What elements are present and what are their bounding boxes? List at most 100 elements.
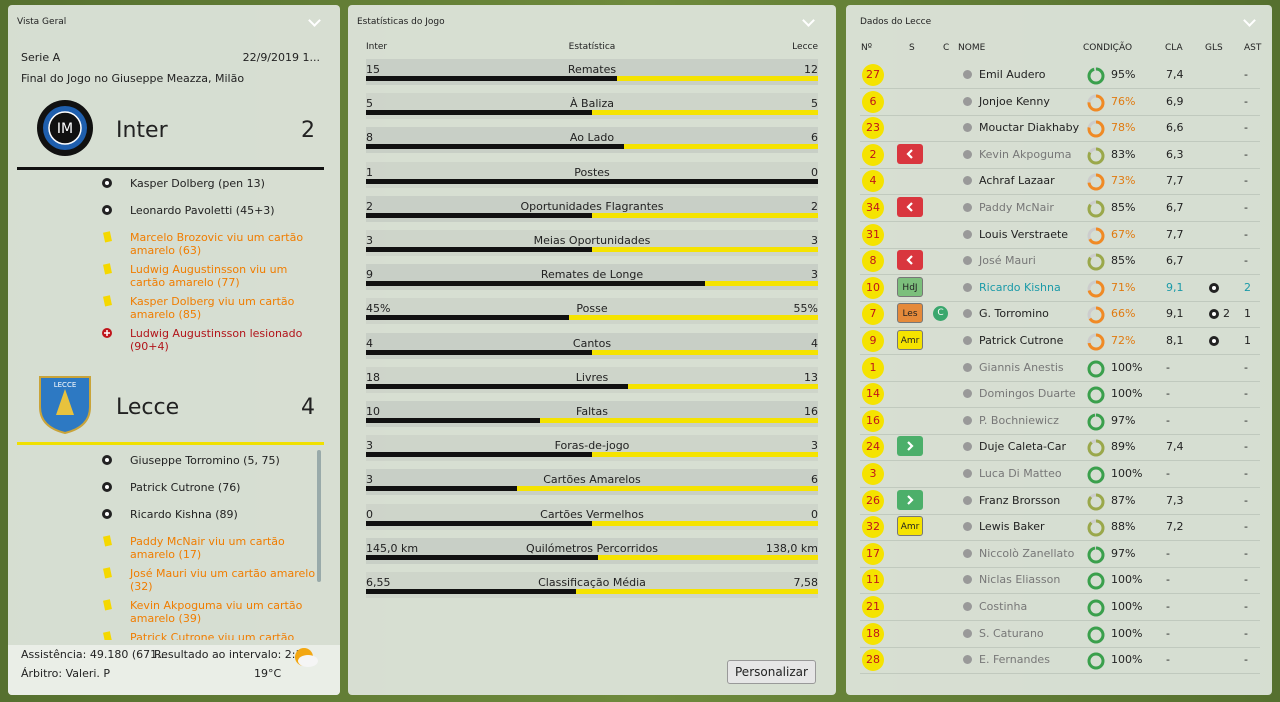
- player-name: Franz Brorsson: [979, 493, 1061, 507]
- weather-icon: [295, 648, 318, 667]
- player-name: Niccolò Zanellato: [979, 546, 1075, 560]
- assists: -: [1244, 520, 1248, 534]
- stat-bar-home: [366, 76, 618, 81]
- event-icon: [101, 567, 113, 583]
- row-line: [860, 300, 1260, 302]
- temperature: 19°C: [254, 667, 282, 680]
- row-line: [860, 460, 1260, 462]
- condition-ring: [1086, 172, 1106, 195]
- event: Giuseppe Torromino (5, 75): [8, 454, 318, 467]
- column-header: S: [909, 43, 915, 53]
- info-icon: [963, 149, 972, 159]
- away-score: 4: [301, 395, 315, 420]
- event-text: Ricardo Kishna (89): [130, 508, 238, 521]
- condition: 88%: [1111, 520, 1136, 534]
- stat-bar-away: [516, 486, 818, 492]
- condition: 83%: [1111, 147, 1136, 161]
- condition-ring: [1086, 385, 1106, 408]
- event-icon: [101, 599, 113, 615]
- stat-label: Quilómetros Percorridos: [526, 541, 658, 555]
- info-icon: [963, 123, 972, 133]
- condition-ring: [1086, 598, 1106, 621]
- condition-ring: [1086, 226, 1106, 249]
- subbed-off: [897, 143, 923, 164]
- attendance: Assistência: 49.180 (671...: [21, 648, 168, 661]
- stat-home: 9: [366, 268, 373, 282]
- collapse-icon[interactable]: [1243, 14, 1256, 27]
- event-text: Giuseppe Torromino (5, 75): [130, 454, 280, 467]
- away-line: [17, 442, 324, 445]
- event-text: Marcelo Brozovic viu um cartão amarelo (…: [130, 231, 304, 257]
- home-events: Kasper Dolberg (pen 13) Leonardo Pavolett…: [8, 177, 318, 359]
- info-icon: [963, 575, 972, 585]
- condition-ring: [1086, 545, 1106, 568]
- info-icon: [963, 309, 972, 319]
- event-icon: [101, 481, 113, 496]
- stat-home: 3: [366, 234, 373, 247]
- stat-home: 8: [366, 131, 373, 145]
- player-name: Emil Audero: [979, 68, 1046, 81]
- rating: -: [1166, 626, 1170, 640]
- goal-icon: [1208, 308, 1220, 323]
- event: Patrick Cutrone viu um cartão amarelo: [8, 631, 318, 640]
- assists: -: [1244, 387, 1248, 401]
- rating: 6,7: [1166, 201, 1184, 214]
- event-text: Ludwig Augustinsson viu um cartão amarel…: [130, 263, 288, 289]
- squad-number: 28: [862, 649, 884, 672]
- stat-bar-away: [592, 520, 818, 526]
- stat-home: 18: [366, 370, 380, 384]
- rating: -: [1166, 413, 1170, 427]
- squad-number: 14: [862, 383, 884, 406]
- condition: 100%: [1111, 626, 1143, 640]
- assists: -: [1244, 227, 1248, 241]
- stat-bar-home: [366, 554, 598, 560]
- rating: 9,1: [1166, 307, 1184, 321]
- player-name: Niclas Eliasson: [979, 573, 1061, 587]
- condition: 100%: [1111, 653, 1143, 667]
- stat-away: 13: [804, 370, 818, 384]
- column-header: Nº: [861, 43, 872, 53]
- customize-button[interactable]: Personalizar: [727, 660, 816, 684]
- info-icon: [963, 628, 972, 638]
- event: Marcelo Brozovic viu um cartão amarelo (…: [8, 231, 318, 257]
- row-line: [860, 247, 1260, 249]
- squad-number: 3: [862, 463, 884, 485]
- stat-away: 5: [811, 97, 818, 111]
- stat-bar-home: [366, 418, 540, 423]
- stat-bar-away: [617, 76, 818, 81]
- stat-label: Cantos: [572, 336, 612, 350]
- event-text: Kasper Dolberg viu um cartão amarelo (85…: [130, 295, 295, 321]
- away-events-scroll[interactable]: Giuseppe Torromino (5, 75) Patrick Cutron…: [8, 454, 328, 640]
- panel-title: Vista Geral: [17, 17, 67, 27]
- info-icon: [963, 176, 972, 186]
- scrollbar[interactable]: [317, 450, 321, 582]
- info-icon: [963, 203, 972, 212]
- assists: -: [1244, 573, 1248, 587]
- squad-number: 18: [862, 622, 884, 645]
- assists: 1: [1244, 307, 1251, 321]
- rating: 6,7: [1166, 254, 1184, 268]
- info-icon: [963, 256, 972, 266]
- stat-away: 4: [811, 336, 818, 350]
- collapse-icon[interactable]: [802, 14, 815, 27]
- stat-home: 10: [366, 405, 380, 418]
- condition: 95%: [1111, 68, 1136, 81]
- squad-number: 9: [862, 330, 884, 352]
- collapse-icon[interactable]: [308, 14, 321, 27]
- home-score: 2: [301, 118, 315, 143]
- player-name: Achraf Lazaar: [979, 174, 1055, 188]
- condition-ring: [1086, 465, 1106, 488]
- player-name: Paddy McNair: [979, 201, 1054, 214]
- status-badge: Amr: [897, 330, 923, 350]
- header-away: Lecce: [792, 42, 818, 52]
- stat-away: 138,0 km: [765, 541, 818, 555]
- condition-ring: [1086, 146, 1106, 169]
- player-name: Lewis Baker: [979, 520, 1045, 534]
- row-line: [860, 194, 1260, 196]
- condition: 100%: [1111, 360, 1143, 374]
- stat-bar-away: [628, 383, 818, 389]
- assists: -: [1244, 68, 1248, 81]
- squad-number: 31: [862, 223, 884, 246]
- event-icon: [101, 231, 113, 247]
